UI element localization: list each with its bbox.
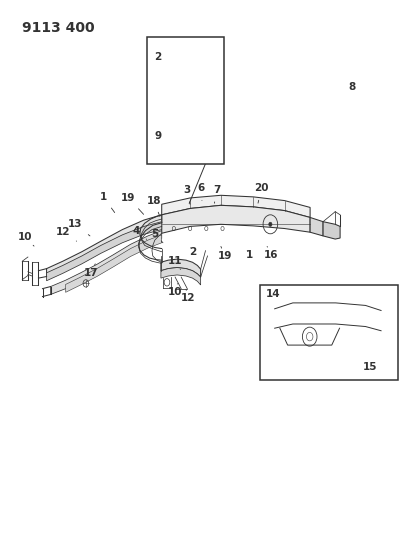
Text: 19: 19	[218, 246, 232, 261]
Polygon shape	[161, 259, 201, 277]
Text: 9113 400: 9113 400	[22, 21, 95, 35]
Text: 18: 18	[146, 196, 161, 216]
Polygon shape	[159, 70, 215, 131]
Polygon shape	[161, 268, 201, 285]
Polygon shape	[159, 59, 215, 86]
Text: 11: 11	[168, 256, 182, 270]
Text: 3: 3	[184, 185, 191, 204]
Text: 10: 10	[168, 284, 182, 297]
Text: 2: 2	[189, 247, 196, 257]
Polygon shape	[46, 222, 162, 281]
Polygon shape	[46, 215, 162, 277]
Text: 5: 5	[151, 229, 163, 243]
Polygon shape	[323, 222, 340, 239]
Text: 17: 17	[84, 264, 99, 278]
Polygon shape	[66, 235, 162, 292]
Text: 1: 1	[100, 192, 115, 213]
Text: 16: 16	[264, 246, 278, 260]
Text: 13: 13	[68, 219, 90, 236]
Bar	[260, 285, 398, 380]
Polygon shape	[51, 231, 162, 294]
Bar	[147, 37, 224, 164]
Text: 1: 1	[246, 250, 253, 260]
Polygon shape	[310, 217, 323, 236]
Text: 12: 12	[55, 227, 76, 241]
Polygon shape	[162, 205, 310, 233]
Text: 10: 10	[18, 232, 34, 246]
Polygon shape	[162, 195, 310, 217]
Text: 6: 6	[197, 183, 204, 200]
Circle shape	[269, 222, 272, 227]
Text: 8: 8	[349, 82, 356, 92]
Text: 9: 9	[154, 131, 161, 141]
Text: 14: 14	[266, 289, 281, 299]
Text: 15: 15	[363, 362, 377, 372]
Text: 20: 20	[254, 183, 269, 203]
Text: 4: 4	[133, 225, 147, 239]
Text: 19: 19	[121, 193, 143, 214]
Text: 2: 2	[154, 52, 161, 62]
Text: 12: 12	[181, 289, 196, 303]
Text: 7: 7	[213, 185, 221, 203]
